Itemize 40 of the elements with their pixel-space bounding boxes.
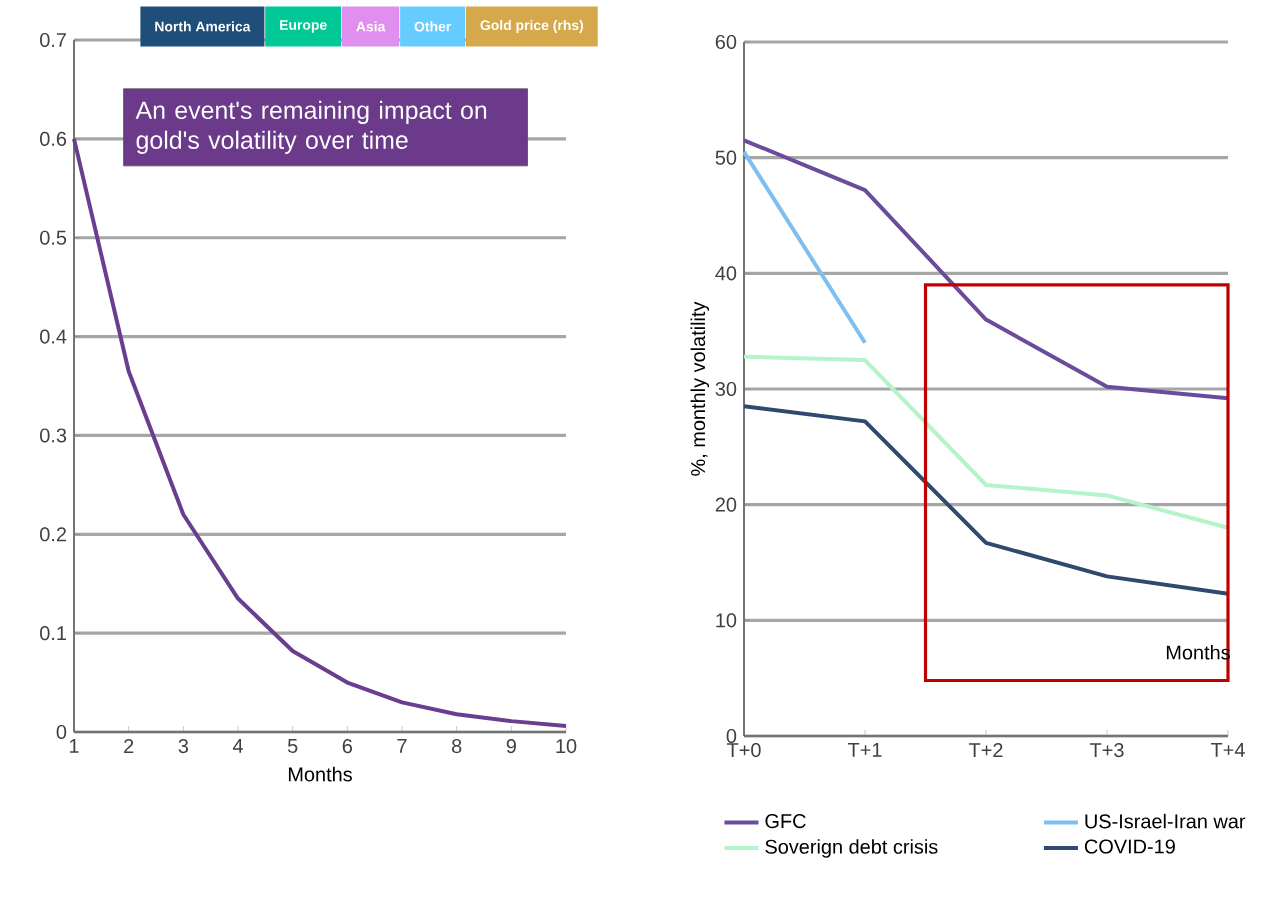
y-tick-label: 0.5 bbox=[40, 230, 67, 245]
y-tick-label: 0.1 bbox=[40, 626, 66, 641]
line-series bbox=[742, 354, 1230, 530]
y-tick-label: 0.3 bbox=[40, 428, 67, 443]
y-tick-label: 0.6 bbox=[40, 131, 67, 146]
y-tick-label: 30 bbox=[715, 381, 737, 397]
x-tick-label: 3 bbox=[178, 739, 189, 754]
x-tick-label: T+4 bbox=[1211, 743, 1245, 757]
x-tick-label: 2 bbox=[124, 739, 134, 753]
y-tick-label: 0.7 bbox=[40, 32, 66, 48]
legend-label: Soverign debt crisis bbox=[765, 839, 938, 858]
text: An event's remaining impact on gold's volatility over time bbox=[135, 100, 487, 154]
y-tick-label: 0 bbox=[726, 728, 737, 744]
y-tick-label: 0.4 bbox=[40, 329, 67, 344]
x-tick-label: 8 bbox=[452, 739, 462, 754]
x-tick-label: 1 bbox=[69, 739, 79, 753]
legend-label: US-Israel-Iran war bbox=[1085, 813, 1246, 829]
line-series bbox=[742, 138, 1230, 401]
y-tick-label: 50 bbox=[715, 150, 737, 165]
x-tick-label: T+0 bbox=[727, 743, 761, 758]
y-tick-label: 40 bbox=[715, 266, 737, 281]
x-tick-label: T+2 bbox=[969, 743, 1003, 757]
x-tick-label: 9 bbox=[506, 739, 516, 754]
y-axis-title: %, monthly volatility bbox=[690, 301, 710, 476]
y-tick-label: 60 bbox=[715, 34, 737, 50]
x-tick-label: 5 bbox=[287, 739, 298, 753]
legend-label: GFC bbox=[765, 814, 806, 829]
x-tick-label: T+1 bbox=[848, 743, 882, 757]
x-tick-label: 4 bbox=[232, 739, 243, 753]
x-tick-label: 7 bbox=[397, 739, 407, 753]
y-tick-label: 0.2 bbox=[40, 527, 66, 542]
y-tick-label: 20 bbox=[715, 497, 737, 512]
x-tick-label: 10 bbox=[556, 739, 577, 754]
y-tick-label: 0 bbox=[56, 724, 67, 740]
legend-label: COVID-19 bbox=[1084, 839, 1175, 854]
x-tick-label: T+3 bbox=[1090, 743, 1124, 758]
x-axis-title: Months bbox=[288, 766, 352, 782]
y-tick-label: 10 bbox=[716, 613, 737, 628]
x-tick-label: 6 bbox=[342, 739, 353, 754]
line-series bbox=[742, 404, 1230, 596]
